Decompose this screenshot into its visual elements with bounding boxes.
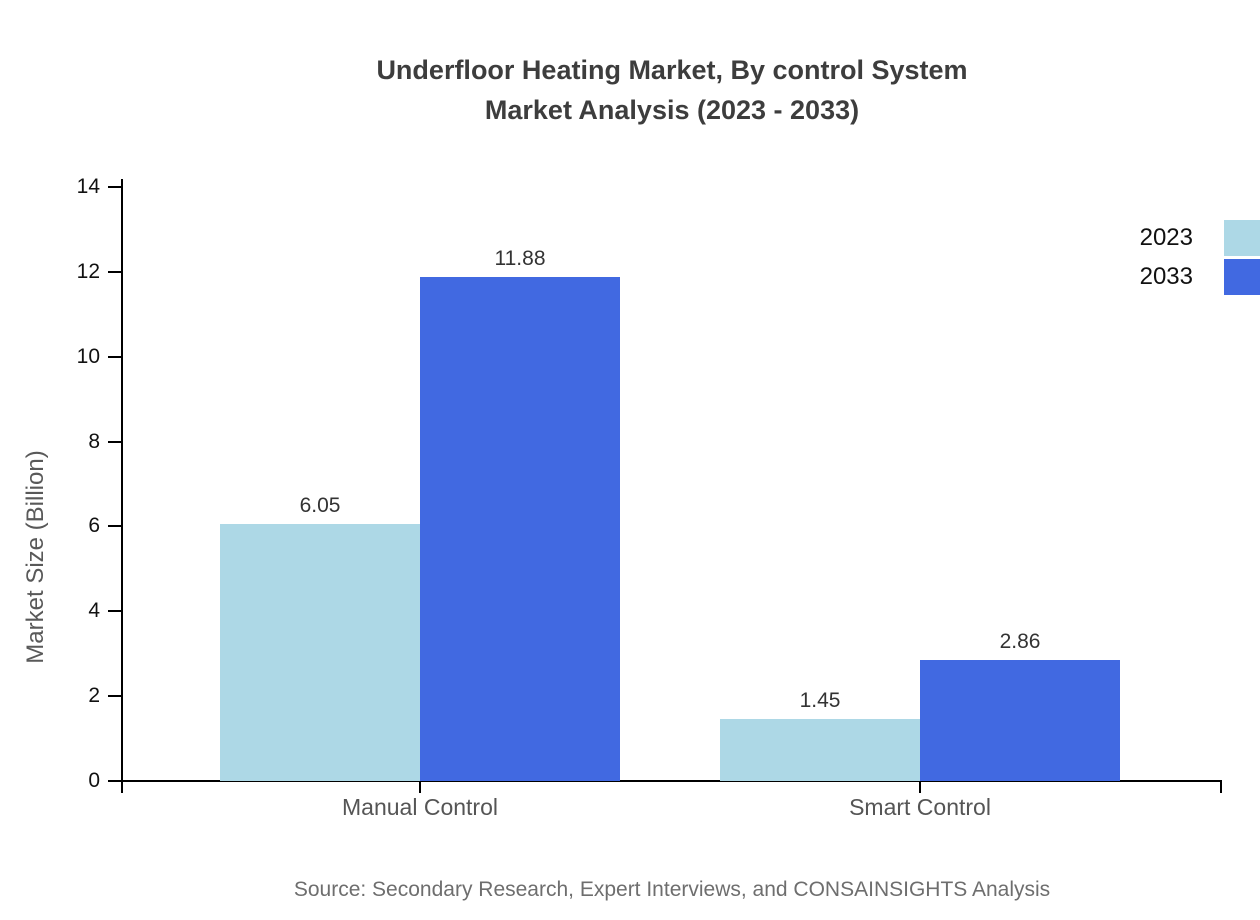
value-label-2033-manual-control: 11.88: [494, 246, 546, 270]
chart-title: Underfloor Heating Market, By control Sy…: [122, 50, 1222, 130]
legend-swatch-2023: [1224, 220, 1260, 256]
bar-2023-smart-control: [720, 719, 920, 781]
legend: 2023 2033: [1060, 220, 1260, 298]
y-tick-6: [108, 525, 122, 528]
legend-label-2033: 2033: [1139, 263, 1193, 290]
y-tick-label-10: 10: [76, 344, 100, 368]
x-axis-line: [122, 780, 1222, 782]
x-axis-end-tick: [1220, 781, 1222, 793]
legend-label-2023: 2023: [1139, 224, 1193, 251]
y-tick-label-6: 6: [88, 514, 100, 538]
legend-swatch-2033: [1224, 259, 1260, 295]
y-tick-label-12: 12: [76, 259, 100, 283]
legend-item-2023: 2023: [1060, 220, 1260, 256]
category-label-smart-control: Smart Control: [849, 794, 991, 820]
y-tick-label-14: 14: [76, 175, 100, 198]
y-tick-label-4: 4: [88, 599, 100, 623]
x-tick-smart-control: [919, 781, 921, 793]
y-tick-4: [108, 610, 122, 613]
y-tick-2: [108, 695, 122, 698]
bar-2033-manual-control: [420, 276, 620, 781]
y-tick-14: [108, 186, 122, 188]
y-tick-12: [108, 270, 122, 273]
chart-title-line-1: Underfloor Heating Market, By control Sy…: [376, 55, 968, 85]
legend-item-2033: 2033: [1060, 259, 1260, 295]
x-tick-manual-control: [419, 781, 421, 793]
source-note: Source: Secondary Research, Expert Inter…: [293, 878, 1051, 901]
value-label-2033-smart-control: 2.86: [999, 629, 1041, 653]
category-label-manual-control: Manual Control: [342, 794, 498, 820]
chart-title-line-2: Market Analysis (2023 - 2033): [484, 95, 860, 125]
value-label-2023-manual-control: 6.05: [299, 494, 341, 518]
y-tick-label-8: 8: [88, 429, 100, 453]
value-label-2023-smart-control: 1.45: [799, 689, 841, 713]
bar-2033-smart-control: [920, 659, 1120, 781]
y-tick-label-2: 2: [88, 684, 100, 708]
y-tick-10: [108, 355, 122, 358]
y-axis-line: [121, 179, 123, 793]
bar-2023-manual-control: [220, 524, 420, 781]
y-tick-0: [108, 780, 122, 782]
y-tick-8: [108, 440, 122, 443]
y-tick-label-0: 0: [88, 769, 100, 792]
